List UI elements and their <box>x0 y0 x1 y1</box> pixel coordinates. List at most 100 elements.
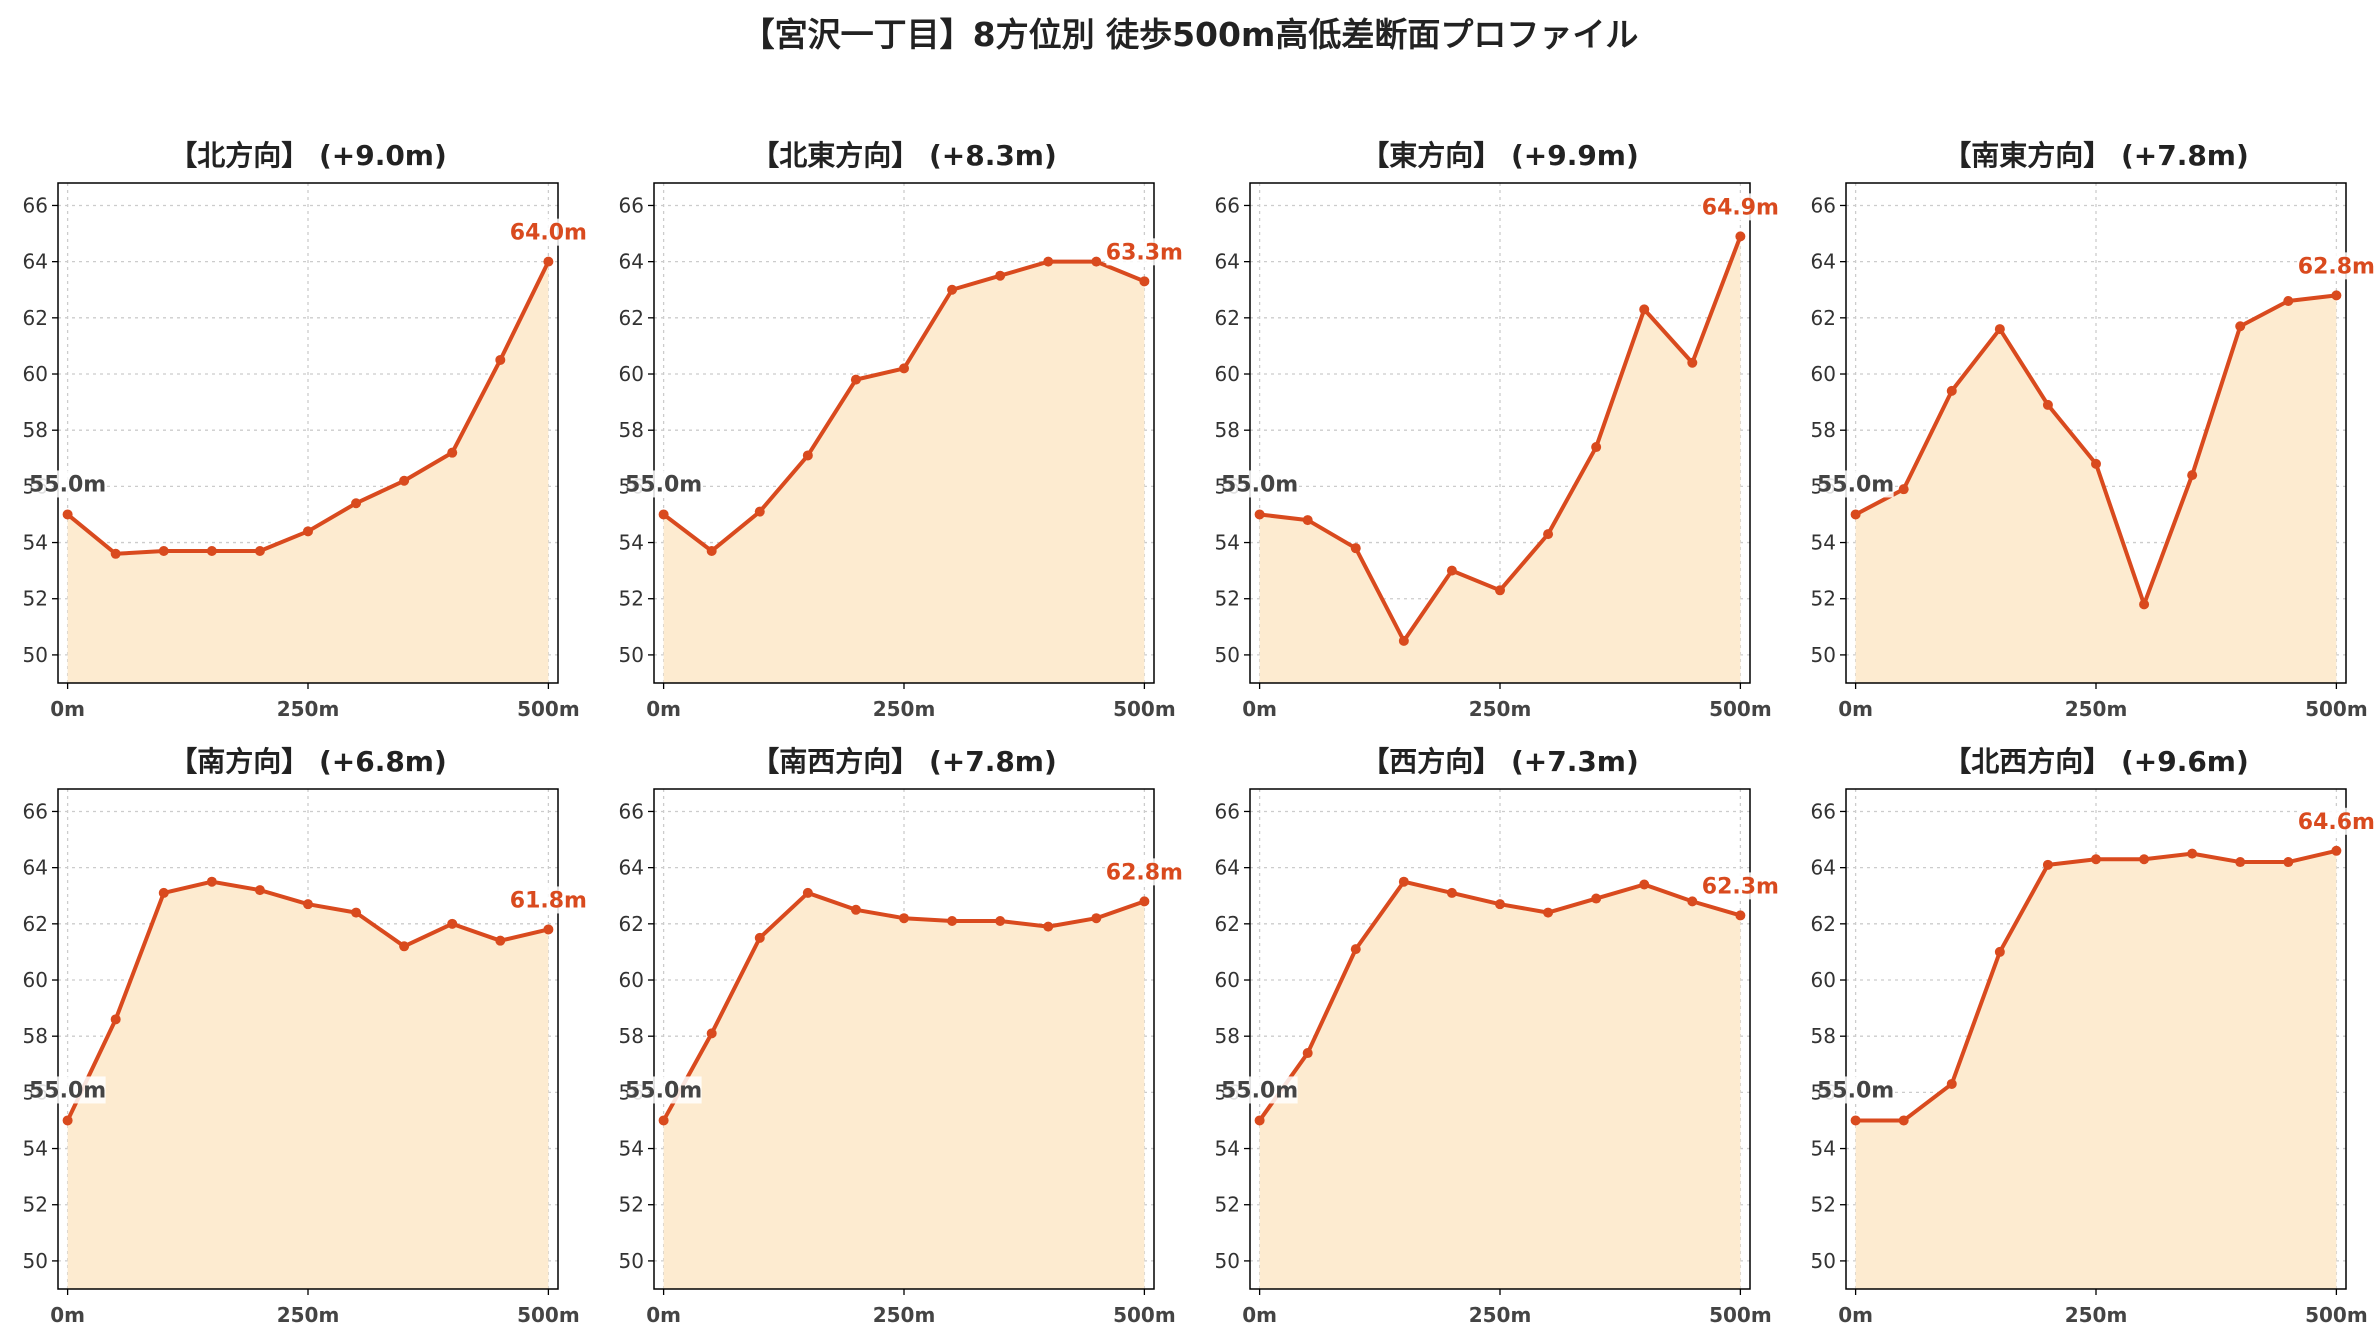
y-tick-label: 60 <box>619 362 644 386</box>
data-point <box>2139 854 2150 865</box>
chart-panel-5: 5052545658606264660m250m500m【南方向】 (+6.8m… <box>23 745 589 1327</box>
data-point <box>1946 1078 1957 1089</box>
data-point <box>62 509 73 520</box>
data-point <box>1639 879 1650 890</box>
y-tick-label: 64 <box>1811 250 1836 274</box>
start-value-label: 55.0m <box>1817 1078 1894 1103</box>
end-value-label: 62.8m <box>2298 254 2375 279</box>
end-label-bg <box>2298 252 2377 280</box>
x-tick-label: 0m <box>1242 1303 1277 1327</box>
data-point <box>1898 1115 1909 1126</box>
end-label-bg <box>510 886 589 914</box>
x-tick-label: 500m <box>1113 1303 1176 1327</box>
y-tick-label: 62 <box>619 306 644 330</box>
start-label-bg <box>31 470 106 498</box>
main-title: 【宮沢一丁目】8方位別 徒歩500m高低差断面プロファイル <box>741 15 1639 54</box>
end-value-label: 64.0m <box>510 221 587 246</box>
y-tick-label: 54 <box>23 531 48 555</box>
y-tick-label: 60 <box>1215 968 1240 992</box>
data-point <box>110 548 121 559</box>
x-tick-label: 250m <box>1469 1303 1532 1327</box>
x-tick-label: 500m <box>1113 697 1176 721</box>
data-point <box>1994 946 2005 957</box>
data-point <box>158 887 169 898</box>
y-tick-label: 60 <box>1811 968 1836 992</box>
y-tick-label: 66 <box>1215 799 1240 823</box>
panel-title: 【北方向】 (+9.0m) <box>169 139 447 172</box>
data-point <box>1302 1048 1313 1059</box>
data-point <box>62 1115 73 1126</box>
data-point <box>802 887 813 898</box>
y-tick-label: 54 <box>1215 1137 1240 1161</box>
start-value-label: 55.0m <box>625 472 702 497</box>
y-tick-label: 54 <box>619 531 644 555</box>
end-label-bg <box>510 218 589 246</box>
y-tick-label: 64 <box>23 250 48 274</box>
y-tick-label: 52 <box>23 1193 48 1217</box>
y-tick-label: 58 <box>1215 1024 1240 1048</box>
y-tick-label: 64 <box>619 250 644 274</box>
data-point <box>947 916 958 927</box>
chart-panel-1: 5052545658606264660m250m500m【北方向】 (+9.0m… <box>23 139 589 721</box>
data-point <box>495 354 506 365</box>
data-point <box>351 907 362 918</box>
y-tick-label: 50 <box>23 643 48 667</box>
data-point <box>2331 845 2342 856</box>
start-label-bg <box>31 1076 106 1104</box>
data-point <box>447 447 458 458</box>
end-label-bg <box>1702 193 1781 221</box>
data-point <box>1994 324 2005 335</box>
end-label-bg <box>2298 807 2377 835</box>
end-value-label: 64.9m <box>1702 195 1779 220</box>
data-point <box>1850 1115 1861 1126</box>
data-point <box>254 545 265 556</box>
x-tick-label: 500m <box>517 1303 580 1327</box>
profile-area <box>1855 850 2337 1289</box>
data-point <box>1735 231 1746 242</box>
data-point <box>399 475 410 486</box>
y-tick-label: 60 <box>1215 362 1240 386</box>
data-point <box>1043 256 1054 267</box>
x-tick-label: 500m <box>1709 1303 1772 1327</box>
start-label-bg <box>1223 1076 1298 1104</box>
data-point <box>2283 295 2294 306</box>
profile-area <box>1259 881 1741 1289</box>
profile-area <box>1855 295 2337 683</box>
data-point <box>1254 509 1265 520</box>
x-tick-label: 500m <box>2305 1303 2368 1327</box>
data-point <box>2042 399 2053 410</box>
profile-area <box>663 261 1145 683</box>
x-tick-label: 250m <box>873 1303 936 1327</box>
data-point <box>1543 529 1554 540</box>
x-tick-label: 0m <box>1838 697 1873 721</box>
y-tick-label: 50 <box>23 1249 48 1273</box>
data-point <box>802 450 813 461</box>
data-point <box>1398 876 1409 887</box>
y-tick-label: 62 <box>1811 912 1836 936</box>
x-tick-label: 250m <box>277 697 340 721</box>
chart-panel-2: 5052545658606264660m250m500m【北東方向】 (+8.3… <box>619 139 1185 721</box>
data-point <box>1446 565 1457 576</box>
chart-panel-4: 5052545658606264660m250m500m【南東方向】 (+7.8… <box>1811 139 2377 721</box>
y-tick-label: 52 <box>619 587 644 611</box>
data-point <box>495 935 506 946</box>
data-point <box>658 1115 669 1126</box>
panel-title: 【南東方向】 (+7.8m) <box>1943 139 2249 172</box>
start-value-label: 55.0m <box>29 472 106 497</box>
panel-title: 【東方向】 (+9.9m) <box>1361 139 1639 172</box>
data-point <box>2091 854 2101 865</box>
data-point <box>1735 910 1746 921</box>
y-tick-label: 58 <box>1811 418 1836 442</box>
data-point <box>110 1014 121 1025</box>
y-tick-label: 54 <box>619 1137 644 1161</box>
y-tick-label: 58 <box>1215 418 1240 442</box>
y-tick-label: 64 <box>619 856 644 880</box>
y-tick-label: 50 <box>1215 1249 1240 1273</box>
panel-title: 【北東方向】 (+8.3m) <box>751 139 1057 172</box>
data-point <box>706 545 717 556</box>
start-label-bg <box>1819 1076 1894 1104</box>
y-tick-label: 54 <box>1811 1137 1836 1161</box>
panel-title: 【西方向】 (+7.3m) <box>1361 745 1639 778</box>
x-tick-label: 250m <box>873 697 936 721</box>
data-point <box>995 270 1006 281</box>
